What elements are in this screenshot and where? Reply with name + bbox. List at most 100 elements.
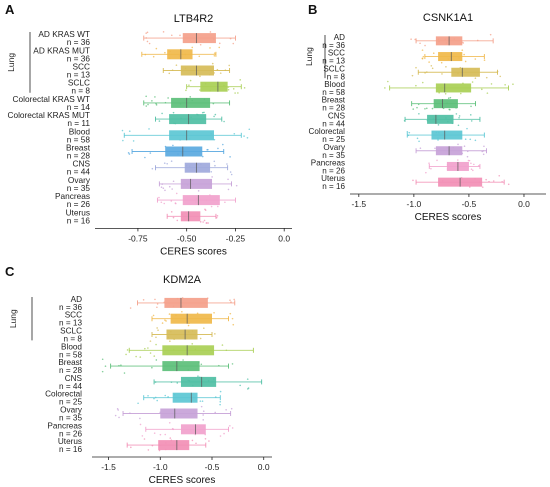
category-count: n = 8 [71,86,90,96]
data-point [214,164,216,167]
box-row [410,33,494,47]
data-point [489,33,492,36]
data-point [447,97,450,100]
data-point [470,168,473,170]
category-count: n = 28 [59,366,82,375]
data-point [248,128,251,131]
data-point [231,427,234,429]
data-point [168,422,171,424]
panel-letter: A [5,2,15,17]
data-point [428,61,430,63]
data-point [499,75,502,78]
data-point [415,84,417,87]
data-point [143,438,146,440]
data-point [441,73,443,75]
chart-panel-b: B CSNK1A1 -1.5 -1.0 -0.5 0.0 CERES scores AD n … [300,0,550,230]
box-row [411,64,502,80]
data-point [229,299,231,302]
data-point [214,333,216,335]
x-tick-label: 0.0 [278,233,290,243]
data-point [176,382,179,384]
category-label: SCLC [323,64,345,73]
x-axis-label: CERES scores [415,212,482,223]
data-point [440,61,443,64]
data-point [419,42,421,45]
data-point [428,162,430,164]
data-point [198,89,201,91]
x-tick-label: 0.0 [258,462,270,472]
category-count: n = 16 [59,445,82,454]
data-point [145,95,147,98]
category-label: Blood [69,126,91,136]
data-point [148,42,151,45]
data-point [165,320,167,322]
category-count: n = 13 [322,57,345,66]
box-row [166,208,219,224]
box-row [126,437,210,452]
data-point [430,64,433,67]
chart-panel-a: A LTB4R2 -0.75 -0.50 -0.25 0.0 CERES scores AD… [0,0,300,260]
data-point [191,343,194,345]
data-point [490,83,493,85]
data-point [469,114,472,116]
chart-title: LTB4R2 [174,13,214,25]
box [165,146,203,157]
data-point [164,189,166,192]
data-point [234,92,236,94]
data-point [187,324,190,327]
data-point [231,317,234,320]
data-point [457,143,459,146]
data-point [170,34,173,37]
data-point [155,104,158,106]
data-point [172,180,175,183]
category-label: AD [71,295,82,304]
data-point [117,409,120,411]
data-point [146,31,149,34]
box-row [412,174,510,188]
box-row [139,422,234,437]
data-point [191,439,194,442]
x-axis-label: CERES scores [149,475,216,486]
category-label: Ovary [60,406,83,415]
data-point [227,178,229,181]
data-point [149,152,152,154]
data-point [425,171,427,174]
data-point [172,111,175,114]
data-point [160,186,163,189]
data-point [153,397,155,400]
data-point [221,344,224,346]
category-count: n = 36 [59,303,82,312]
data-point [421,81,424,84]
data-point [169,437,172,439]
group-label: Lung [8,309,18,328]
data-point [199,43,202,46]
data-point [216,215,219,217]
data-point [455,113,458,115]
data-point [412,108,415,110]
data-point [498,174,501,177]
data-point [146,40,149,43]
data-point [458,115,461,117]
x-tick-label: -0.75 [128,233,148,243]
category-count: n = 36 [67,37,91,47]
category-count: n = 8 [64,335,83,344]
data-point [218,42,221,45]
data-point [232,42,235,45]
data-point [485,178,487,181]
category-count: n = 44 [322,119,345,128]
data-point [219,435,222,437]
category-label: SCLC [68,78,90,88]
data-point [167,97,169,99]
category-label: Pancreas [47,421,82,430]
data-point [464,60,467,63]
data-point [114,414,117,417]
data-point [211,176,213,178]
category-label: Pancreas [311,158,345,167]
category-label: CNS [328,111,346,120]
data-point [436,159,438,162]
data-point [431,67,434,70]
data-point [464,138,467,141]
data-point [412,179,414,182]
data-point [445,66,447,68]
data-point [459,92,462,95]
